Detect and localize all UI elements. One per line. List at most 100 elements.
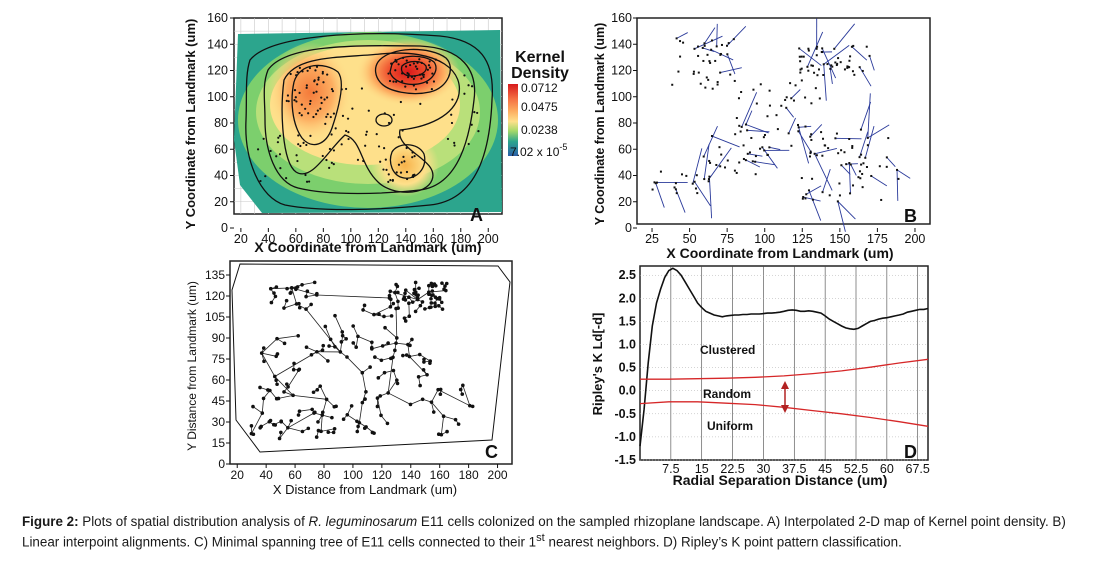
cell-point xyxy=(356,424,360,429)
cell-point xyxy=(331,90,334,93)
cell-point xyxy=(380,344,385,348)
cell-point xyxy=(434,58,437,61)
cell-point xyxy=(341,114,345,117)
cell-point xyxy=(365,133,368,136)
cell-point xyxy=(314,435,319,439)
cell-point xyxy=(822,63,825,66)
tree-edge xyxy=(437,389,470,407)
cell-point xyxy=(655,181,658,184)
tree-edge xyxy=(305,308,341,353)
cell-point xyxy=(375,396,380,400)
cell-point xyxy=(821,154,824,157)
tree-edge xyxy=(395,342,408,345)
cell-point xyxy=(802,55,805,58)
x-tick-label: 160 xyxy=(423,232,444,246)
cell-point xyxy=(364,144,367,147)
cell-point xyxy=(839,61,842,64)
cell-point xyxy=(317,76,320,79)
cell-point xyxy=(836,200,839,203)
cell-point xyxy=(705,76,708,79)
cell-point xyxy=(377,145,381,148)
cell-point xyxy=(388,79,392,83)
tree-edge xyxy=(274,351,318,377)
cell-point xyxy=(744,123,747,126)
cell-point xyxy=(297,143,300,146)
tree-edge xyxy=(431,401,444,417)
y-tick-label: 140 xyxy=(611,37,632,51)
cell-point xyxy=(285,99,288,102)
cell-point xyxy=(262,137,265,140)
cell-point xyxy=(396,299,400,304)
cell-point xyxy=(297,134,300,137)
cell-point xyxy=(719,52,722,55)
cell-point xyxy=(748,151,751,154)
cell-point xyxy=(826,63,829,66)
cell-point xyxy=(330,133,333,136)
cell-point xyxy=(740,125,743,128)
cell-point xyxy=(319,107,322,110)
cell-point xyxy=(860,163,863,166)
tree-edge xyxy=(407,344,410,357)
cell-point xyxy=(846,65,849,68)
cell-point xyxy=(654,182,657,185)
y-tick-label: 0.0 xyxy=(619,384,636,398)
y-tick-label: 45 xyxy=(212,394,226,408)
cell-point xyxy=(282,341,287,346)
x-tick-label: 200 xyxy=(488,468,508,482)
cell-point xyxy=(347,130,350,134)
cell-point xyxy=(418,303,423,308)
cell-point xyxy=(709,61,712,64)
alignment-line xyxy=(692,148,703,184)
cell-point xyxy=(425,372,429,377)
annotation-clustered: Clustered xyxy=(700,343,755,357)
cell-point xyxy=(857,176,860,179)
alignment-line xyxy=(833,23,856,50)
cell-point xyxy=(724,166,727,169)
cell-point xyxy=(810,64,813,67)
cell-point xyxy=(441,414,446,419)
alignment-line xyxy=(694,181,711,207)
cell-point xyxy=(775,114,778,117)
cell-point xyxy=(739,130,742,133)
cell-point xyxy=(387,121,391,125)
alignment-line xyxy=(807,31,824,68)
cell-point xyxy=(341,417,346,422)
cell-point xyxy=(737,97,740,100)
cell-point xyxy=(388,289,393,294)
cell-point xyxy=(453,144,456,147)
panel-a-legend: Kernel Density 0.0712 0.0475 0.0238 7.02… xyxy=(508,49,569,159)
cell-point xyxy=(276,141,280,144)
cell-point xyxy=(289,418,293,423)
cell-point xyxy=(858,66,861,69)
cell-point xyxy=(732,38,735,41)
cell-point xyxy=(405,59,408,62)
cell-point xyxy=(427,64,431,67)
alignment-line xyxy=(809,124,823,138)
cell-point xyxy=(463,92,466,95)
cell-point xyxy=(312,280,317,285)
cell-point xyxy=(710,39,713,42)
x-tick-label: 15 xyxy=(695,462,709,476)
alignment-line xyxy=(867,124,890,139)
cell-point xyxy=(831,65,834,68)
cell-point xyxy=(726,53,729,56)
cell-point xyxy=(410,337,414,342)
cell-point xyxy=(397,63,400,66)
cell-point xyxy=(320,413,325,417)
cell-point xyxy=(370,430,375,435)
cell-point xyxy=(305,180,309,183)
cell-point xyxy=(339,340,344,344)
panel-d-grid xyxy=(640,266,928,461)
legend-title-line2: Density xyxy=(511,65,569,82)
cell-point xyxy=(799,68,802,71)
cell-point xyxy=(430,284,435,289)
x-tick-label: 200 xyxy=(478,232,499,246)
cell-point xyxy=(320,410,325,415)
cell-point xyxy=(347,137,350,141)
alignment-line xyxy=(711,135,740,148)
caption-text-post1: E11 cells colonized on the sampled rhizo… xyxy=(22,514,1066,550)
cell-point xyxy=(327,344,331,348)
cell-point xyxy=(422,75,425,79)
cell-point xyxy=(392,113,395,116)
cell-point xyxy=(345,355,349,359)
